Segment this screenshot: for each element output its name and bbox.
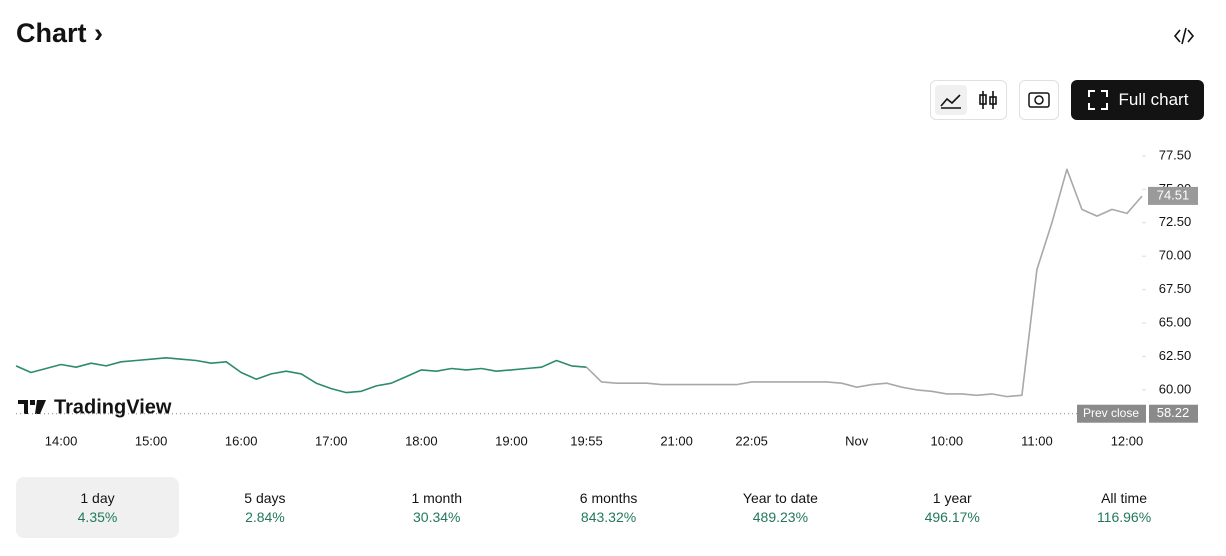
- period-change: 489.23%: [752, 509, 809, 525]
- period-change: 496.17%: [924, 509, 980, 525]
- period-label: 1 day: [80, 490, 115, 506]
- period-label: 5 days: [244, 490, 286, 506]
- period-tab[interactable]: 1 month 30.34%: [351, 477, 523, 538]
- full-chart-label: Full chart: [1118, 90, 1189, 109]
- snapshot-button[interactable]: [1019, 80, 1059, 120]
- x-tick-label: 16:00: [225, 433, 258, 448]
- line-icon: [940, 94, 961, 109]
- logo-icon: [18, 400, 46, 414]
- period-label: 6 months: [579, 490, 638, 506]
- chart-style-group: [930, 80, 1007, 120]
- period-tab[interactable]: Year to date 489.23%: [694, 477, 866, 538]
- price-line: [15, 357, 587, 394]
- candle-style-button[interactable]: [972, 85, 1004, 115]
- x-tick-label: 22:05: [735, 433, 768, 448]
- prev-close-tag-label: Prev close: [1083, 406, 1139, 420]
- watermark: TradingView: [18, 396, 172, 418]
- x-tick-label: 18:00: [405, 433, 438, 448]
- prev-close-value: 58.22: [1157, 405, 1190, 420]
- prev-close-tag: [1077, 404, 1146, 423]
- y-tick-label: 70.00: [1159, 248, 1192, 263]
- x-tick-label: 14:00: [45, 433, 78, 448]
- period-label: All time: [1101, 490, 1147, 506]
- period-label: 1 month: [411, 490, 463, 506]
- y-tick-label: 65.00: [1159, 315, 1192, 330]
- price-line: [585, 168, 1143, 398]
- period-label: Year to date: [742, 490, 818, 506]
- period-change: 4.35%: [77, 509, 118, 525]
- title[interactable]: Chart ›: [16, 18, 104, 48]
- period-change: 2.84%: [245, 509, 285, 525]
- x-tick-label: 11:00: [1021, 433, 1053, 448]
- period-tab[interactable]: 1 year 496.17%: [866, 477, 1038, 538]
- line-style-button[interactable]: [935, 85, 967, 115]
- fullscreen-icon: [1087, 90, 1108, 110]
- last-value-label: 74.51: [1157, 187, 1190, 202]
- last-value-badge: [1148, 186, 1198, 205]
- period-change: 843.32%: [580, 509, 637, 525]
- prev-close-badge: [1149, 404, 1198, 423]
- period-tab[interactable]: 1 day 4.35%: [16, 477, 179, 538]
- y-tick-label: 60.00: [1159, 381, 1192, 396]
- y-tick-label: 62.50: [1159, 348, 1192, 363]
- x-tick-label: 12:00: [1111, 433, 1144, 448]
- y-tick-label: 67.50: [1159, 281, 1192, 296]
- x-tick-label: 10:00: [931, 433, 964, 448]
- camera-icon: [1028, 92, 1050, 108]
- x-tick-label: 19:55: [570, 433, 603, 448]
- period-label: 1 year: [932, 490, 972, 506]
- watermark-text: TradingView: [54, 396, 172, 418]
- period-change: 30.34%: [413, 509, 461, 525]
- embed-icon[interactable]: [1172, 24, 1196, 48]
- full-chart-button[interactable]: Full chart: [1071, 80, 1204, 120]
- title-text: Chart: [16, 18, 87, 48]
- period-tab[interactable]: 5 days 2.84%: [179, 477, 351, 538]
- x-tick-label: 17:00: [315, 433, 348, 448]
- chart: TradingView 60.00 62.50 65.00 67.50 70.00 72.…: [15, 147, 1198, 448]
- period-tab[interactable]: 6 months 843.32%: [523, 477, 695, 538]
- y-tick-label: 77.50: [1159, 147, 1192, 162]
- x-tick-label: 15:00: [135, 433, 168, 448]
- x-tick-label: 21:00: [660, 433, 693, 448]
- period-tabs: 1 day 4.35% 5 days 2.84% 1 month 30.34% 6 mont…: [16, 477, 1210, 538]
- y-tick-label: 72.50: [1159, 214, 1192, 229]
- period-tab[interactable]: All time 116.96%: [1038, 477, 1210, 538]
- x-tick-label: Nov: [845, 433, 869, 448]
- period-change: 116.96%: [1096, 509, 1152, 525]
- x-tick-label: 19:00: [495, 433, 528, 448]
